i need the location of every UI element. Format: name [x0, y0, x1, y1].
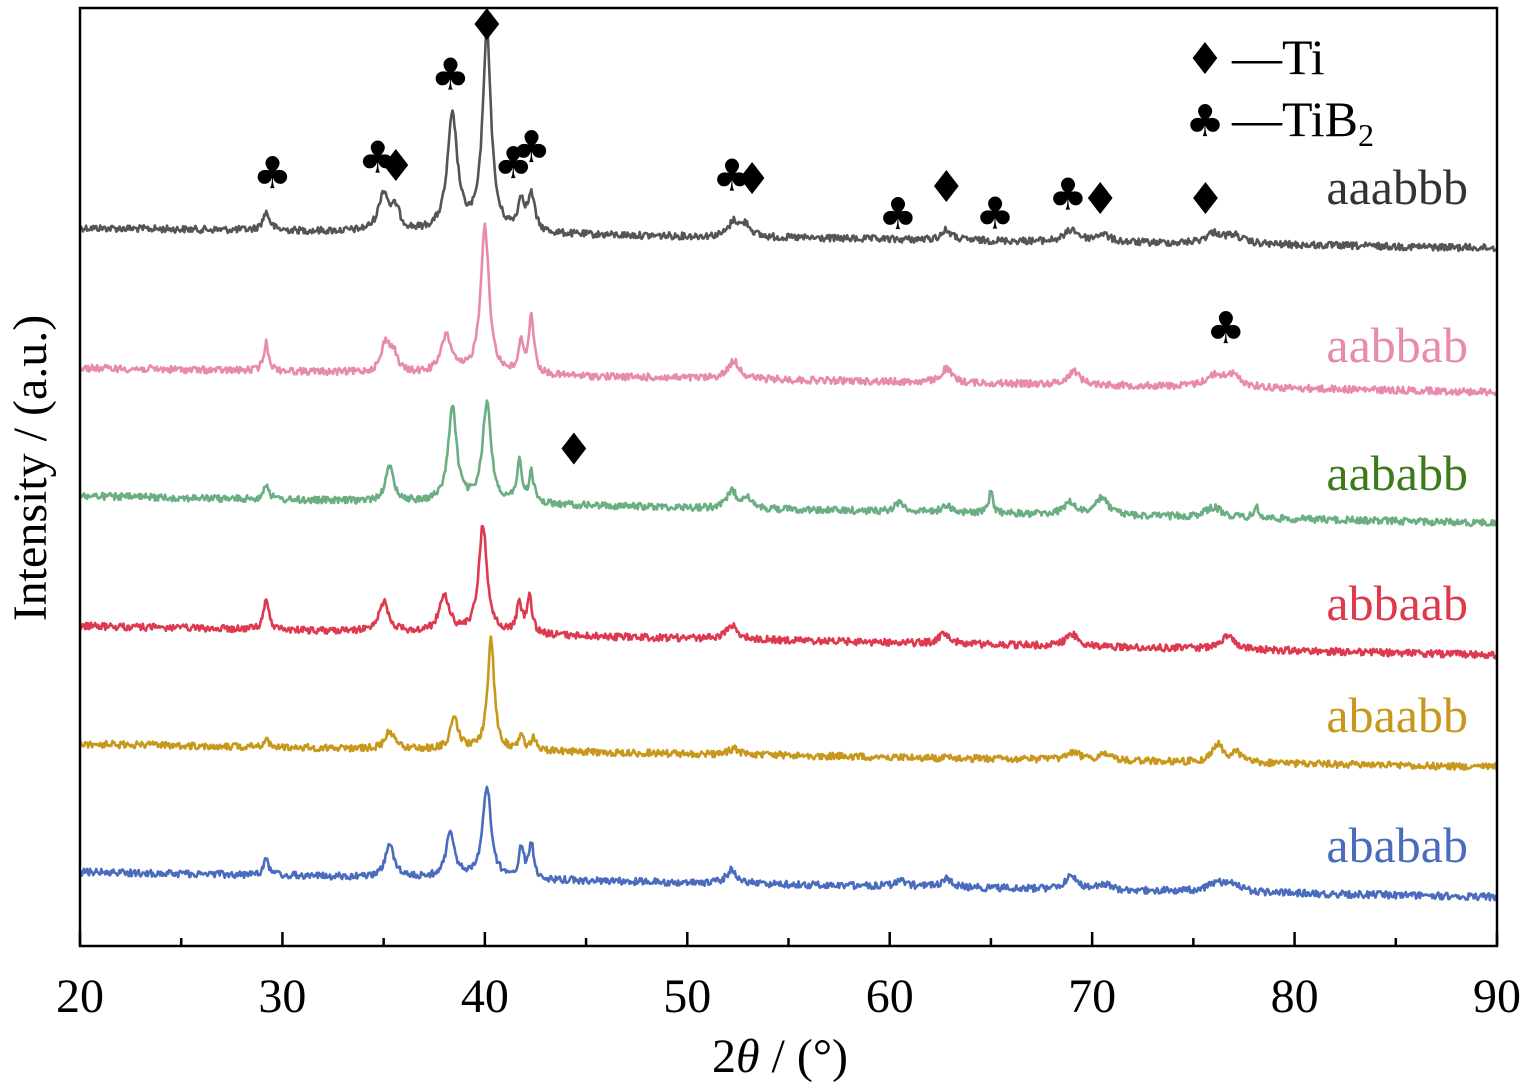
sample-label-aababb: aababb — [1326, 445, 1468, 501]
legend-label-tib2-main: —TiB — [1231, 91, 1358, 147]
x-axis-ticks: 20 30 40 50 60 70 80 90 — [56, 932, 1521, 1023]
tib2-peak-marker-aaabbb-1: ♣ — [358, 132, 397, 183]
x-tick-label-40: 40 — [461, 970, 509, 1023]
tib2-peak-marker-aaabbb-11: ♣ — [975, 188, 1014, 239]
tib2-peak-marker-aaabbb-9: ♣ — [878, 189, 917, 240]
legend-label-tib2: —TiB2 — [1231, 91, 1374, 153]
legend-symbol-tib2: ♣ — [1185, 96, 1224, 147]
tib2-peak-marker-aaabbb-5: ♣ — [493, 138, 532, 189]
series-line-aabbab — [78, 222, 1498, 397]
ti-peak-marker-aaabbb-2: ♦ — [376, 141, 415, 192]
tib2-peak-marker-aaabbb-12: ♣ — [1048, 169, 1087, 220]
ti-peak-marker-aababb-0: ♦ — [554, 424, 593, 475]
x-axis-title-variable: θ — [736, 1030, 760, 1083]
series-line-aaabbb — [78, 24, 1498, 253]
tib2-peak-marker-aaabbb-6: ♣ — [512, 122, 551, 173]
x-axis-title: 2θ / (°) — [712, 1030, 848, 1083]
x-axis-title-prefix: 2 — [712, 1030, 736, 1083]
series-line-abbaab — [78, 524, 1498, 660]
legend-label-tib2-sub: 2 — [1358, 117, 1374, 153]
series-line-ababab — [78, 785, 1498, 902]
sample-label-aaabbb: aaabbb — [1326, 159, 1468, 215]
series-line-abaabb — [78, 635, 1499, 771]
sample-label-abbaab: abbaab — [1326, 575, 1468, 631]
sample-label-aabbab: aabbab — [1326, 317, 1468, 373]
sample-label-abaabb: abaabb — [1326, 687, 1468, 743]
tib2-peak-marker-aaabbb-3: ♣ — [431, 49, 470, 100]
sample-label-ababab: ababab — [1326, 817, 1468, 873]
series-line-aababb — [79, 399, 1499, 528]
x-tick-label-90: 90 — [1473, 970, 1521, 1023]
sample-labels: aaabbb aabbab aababb abbaab abaabb ababab — [1326, 159, 1468, 873]
ti-peak-marker-aaabbb-13: ♦ — [1080, 174, 1119, 225]
peak-marker-layer: ♣ ♣♦♣♦♣♣♣♦♣♦♣ ♣♦ ♦♣♦ — [253, 0, 1246, 475]
x-tick-label-30: 30 — [258, 970, 306, 1023]
x-tick-label-20: 20 — [56, 970, 104, 1023]
legend: ♦ —Ti ♣ —TiB2 — [1185, 29, 1374, 153]
ti-peak-marker-aaabbb-8: ♦ — [732, 154, 771, 205]
tib2-peak-marker-aaabbb-7: ♣ — [712, 150, 751, 201]
tib2-peak-marker-aaabbb-0: ♣ — [253, 148, 292, 199]
x-tick-label-70: 70 — [1068, 970, 1116, 1023]
tib2-peak-marker-aabbab-0: ♣ — [1206, 303, 1245, 354]
legend-label-ti: —Ti — [1231, 29, 1325, 85]
x-tick-label-80: 80 — [1271, 970, 1319, 1023]
x-axis-title-suffix: / (°) — [760, 1030, 849, 1083]
legend-symbol-ti: ♦ — [1185, 34, 1224, 85]
series-layer — [78, 24, 1499, 902]
x-tick-label-60: 60 — [866, 970, 914, 1023]
x-tick-label-50: 50 — [663, 970, 711, 1023]
ti-peak-marker-aaabbb-10: ♦ — [927, 162, 966, 213]
plot-frame — [78, 6, 1499, 948]
y-axis-title: Intensity / (a.u.) — [4, 315, 57, 622]
ti-peak-marker-aaabbb-14: ♦ — [1186, 174, 1225, 225]
